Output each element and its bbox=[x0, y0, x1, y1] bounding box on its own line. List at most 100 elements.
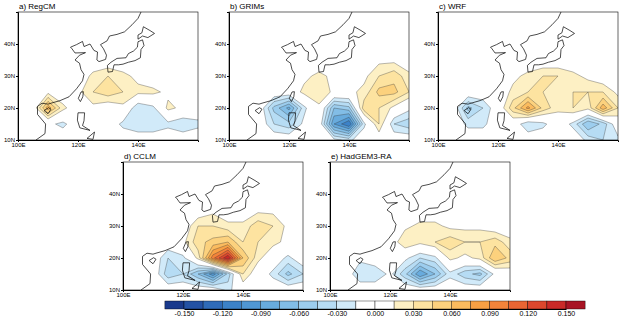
contour-fill bbox=[438, 12, 618, 140]
colorbar-tick: 0.150 bbox=[558, 309, 576, 317]
colorbar-tick-label: -0.120 bbox=[213, 310, 233, 317]
coastline bbox=[390, 242, 395, 252]
colorbar-tick: -0.120 bbox=[213, 309, 233, 317]
contour-fill bbox=[203, 236, 249, 267]
y-tick-mark bbox=[16, 140, 18, 141]
colorbar-tick-label: 0.090 bbox=[481, 310, 499, 317]
contour-fill bbox=[398, 222, 511, 268]
colorbar-box bbox=[260, 301, 279, 309]
plot-area bbox=[123, 162, 303, 290]
colorbar-box bbox=[375, 301, 394, 309]
colorbar-box bbox=[566, 301, 585, 309]
panel: 100E120E140E10N20N30N40Na) RegCM bbox=[4, 2, 206, 148]
colorbar-box bbox=[280, 301, 299, 309]
x-tick-label: 120E bbox=[383, 292, 397, 298]
y-axis: 10N20N30N40N bbox=[424, 13, 439, 144]
y-tick-mark bbox=[328, 258, 330, 259]
y-tick-mark bbox=[227, 140, 229, 141]
colorbar-tick-label: 0.120 bbox=[520, 310, 538, 317]
colorbar: -0.150-0.120-0.090-0.060-0.0300.0000.030… bbox=[165, 301, 585, 317]
x-tick-label: 140E bbox=[443, 292, 457, 298]
contour-fill bbox=[229, 12, 409, 140]
y-tick-mark bbox=[436, 140, 438, 141]
y-axis-line bbox=[328, 163, 331, 291]
panel: 100E120E140E10N20N30N40Nd) CCLM bbox=[109, 152, 311, 298]
coastline bbox=[399, 282, 407, 289]
contour-fill bbox=[123, 162, 303, 290]
x-tick-label: 120E bbox=[282, 142, 296, 148]
contour-fill bbox=[208, 245, 240, 265]
x-tick-label: 120E bbox=[176, 292, 190, 298]
y-axis: 10N20N30N40N bbox=[109, 163, 124, 294]
contour-fill bbox=[229, 12, 409, 140]
y-tick: 20N bbox=[215, 105, 229, 111]
contour-fill bbox=[330, 162, 510, 290]
x-axis-line bbox=[19, 141, 199, 143]
y-axis-line bbox=[121, 163, 124, 291]
contour-fill bbox=[330, 162, 510, 290]
y-tick-mark bbox=[328, 290, 330, 291]
contour-fill bbox=[489, 246, 506, 261]
x-tick: 140E bbox=[131, 140, 145, 148]
x-tick: 140E bbox=[443, 290, 457, 298]
y-tick-label: 20N bbox=[109, 255, 120, 261]
coastline bbox=[348, 162, 453, 290]
y-tick-mark bbox=[16, 108, 18, 109]
coastline bbox=[527, 40, 564, 72]
y-tick: 30N bbox=[424, 73, 438, 79]
coastline bbox=[289, 92, 294, 102]
y-tick-label: 20N bbox=[4, 105, 15, 111]
coastline bbox=[107, 40, 144, 72]
y-tick-label: 40N bbox=[215, 41, 226, 47]
coastline bbox=[288, 113, 301, 131]
panel: 100E120E140E10N20N30N40Nb) GRIMs bbox=[215, 2, 417, 148]
y-tick-mark bbox=[436, 108, 438, 109]
y-tick-mark bbox=[16, 44, 18, 45]
colorbar-box bbox=[165, 301, 184, 309]
colorbar-tick: 0.090 bbox=[481, 309, 499, 317]
plot-area bbox=[18, 12, 198, 140]
colorbar-tick: -0.030 bbox=[327, 309, 347, 317]
colorbar-box bbox=[490, 301, 509, 309]
x-tick: 120E bbox=[282, 140, 296, 148]
frame bbox=[438, 12, 618, 140]
coastline bbox=[507, 132, 515, 139]
contour-fill bbox=[123, 162, 303, 290]
x-axis-line bbox=[124, 291, 304, 293]
contour-fill bbox=[18, 12, 198, 140]
y-axis: 10N20N30N40N bbox=[4, 13, 19, 144]
y-tick: 10N bbox=[109, 287, 123, 293]
colorbar-tick: 0.120 bbox=[520, 309, 538, 317]
y-tick-label: 30N bbox=[424, 73, 435, 79]
x-tick-label: 140E bbox=[342, 142, 356, 148]
contour-fill bbox=[330, 162, 510, 290]
contour-fill bbox=[43, 101, 56, 113]
y-tick-label: 40N bbox=[316, 191, 327, 197]
x-tick-label: 120E bbox=[71, 142, 85, 148]
colorbar-box bbox=[356, 301, 375, 309]
coastline bbox=[44, 108, 51, 114]
contour-fill bbox=[224, 255, 231, 259]
y-tick-mark bbox=[121, 290, 123, 291]
y-tick: 30N bbox=[4, 73, 18, 79]
y-tick-label: 10N bbox=[215, 137, 226, 143]
coastline bbox=[138, 27, 155, 39]
y-tick-mark bbox=[436, 44, 438, 45]
x-tick: 140E bbox=[551, 140, 565, 148]
panel-title: c) WRF bbox=[439, 2, 466, 11]
contour-fill bbox=[229, 12, 409, 140]
coastline bbox=[192, 282, 200, 289]
y-tick-label: 20N bbox=[215, 105, 226, 111]
colorbar-tick-label: -0.030 bbox=[327, 310, 347, 317]
colorbar-box bbox=[451, 301, 470, 309]
y-tick: 20N bbox=[316, 255, 330, 261]
contour-fill bbox=[193, 221, 273, 274]
y-axis-line bbox=[227, 13, 230, 141]
contour-fill bbox=[438, 12, 618, 140]
x-tick-label: 140E bbox=[551, 142, 565, 148]
colorbar-tick: 0.060 bbox=[443, 309, 461, 317]
y-tick: 40N bbox=[4, 41, 18, 47]
contour-fill bbox=[123, 162, 303, 290]
y-tick-label: 40N bbox=[424, 41, 435, 47]
contour-fill bbox=[300, 63, 409, 132]
